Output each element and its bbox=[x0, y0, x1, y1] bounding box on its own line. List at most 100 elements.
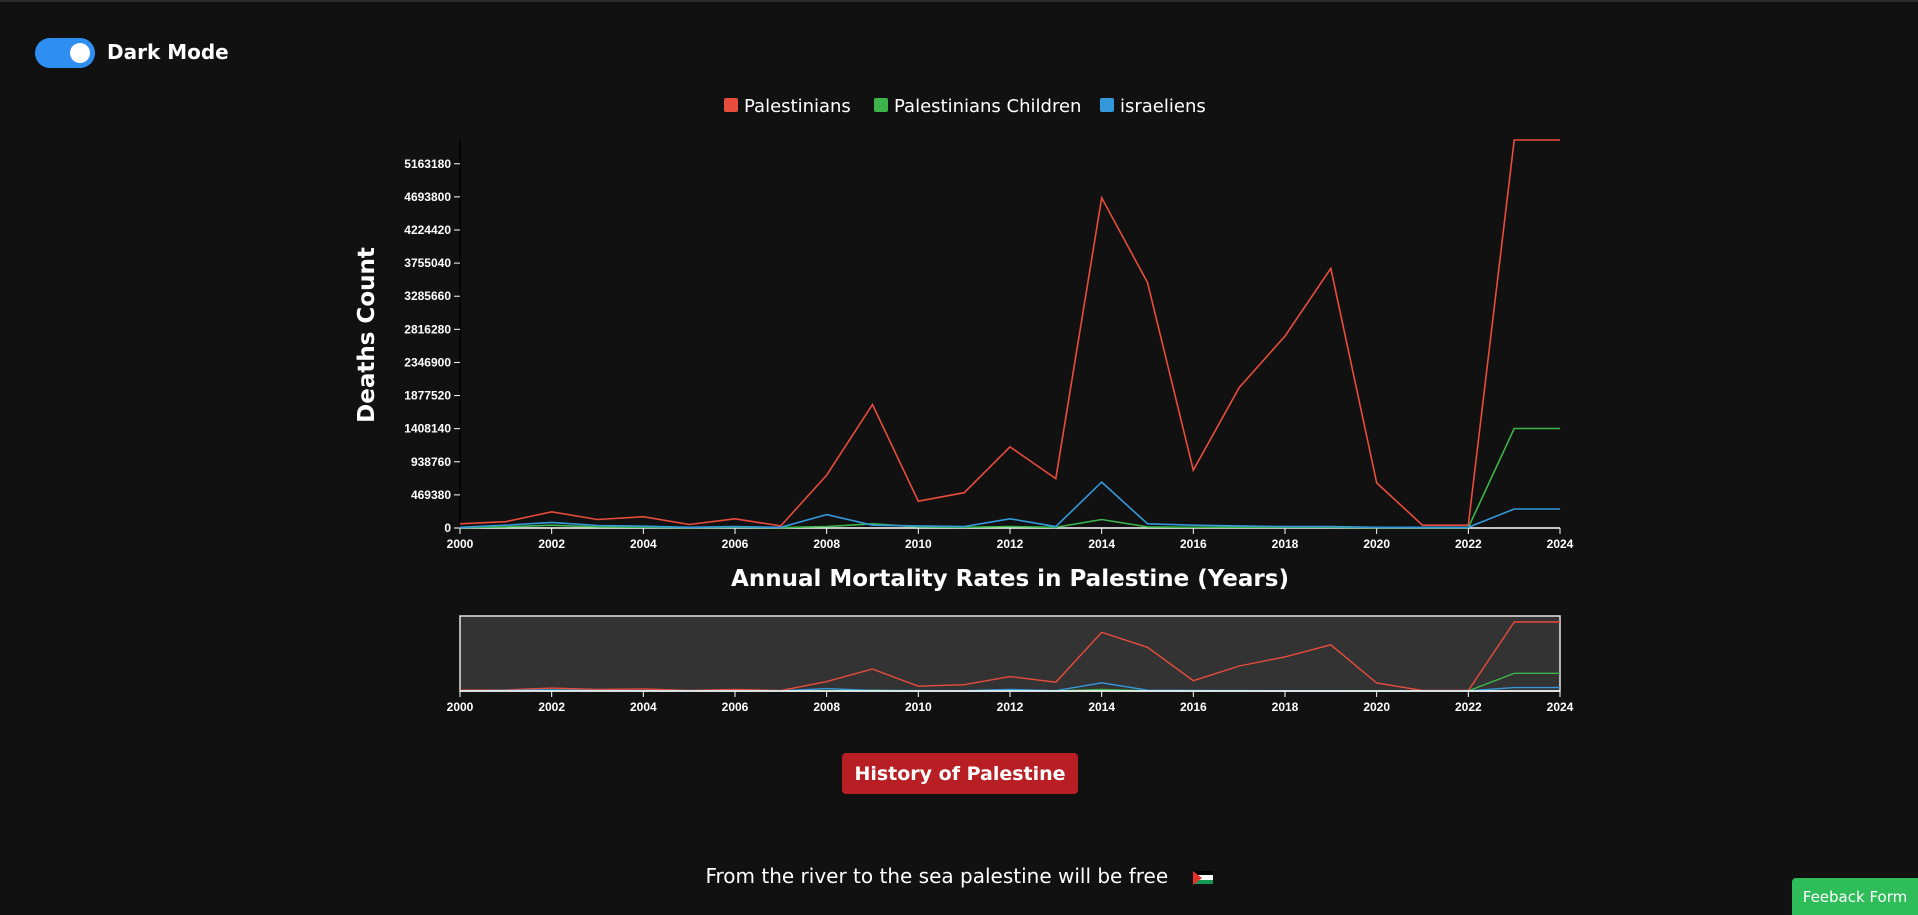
legend-swatch bbox=[724, 98, 738, 112]
brush-x-tick: 2018 bbox=[1272, 691, 1299, 714]
y-tick: 2346900 bbox=[404, 355, 460, 369]
y-tick: 469380 bbox=[411, 488, 460, 502]
y-tick: 0 bbox=[444, 521, 460, 535]
y-axis: 0 469380 938760 1408140 1877520 2346900 281628… bbox=[404, 140, 461, 535]
y-tick-label: 0 bbox=[444, 521, 451, 535]
brush-context-chart[interactable]: 2000 2002 2004 2006 2008 2010 2012 2014 2016 2018… bbox=[447, 615, 1574, 714]
series-line-1 bbox=[459, 427, 1560, 529]
x-axis-title: Annual Mortality Rates in Palestine (Yea… bbox=[731, 566, 1289, 592]
legend-item-0[interactable]: Palestinians bbox=[724, 96, 851, 117]
brush-x-tick-label: 2002 bbox=[538, 700, 565, 714]
brush-x-tick: 2016 bbox=[1180, 691, 1207, 714]
y-tick-label: 2346900 bbox=[404, 355, 451, 369]
brush-x-axis: 2000 2002 2004 2006 2008 2010 2012 2014 2016 2018… bbox=[447, 690, 1574, 714]
brush-x-tick-label: 2020 bbox=[1363, 700, 1390, 714]
brush-selection[interactable] bbox=[459, 615, 1561, 692]
brush-x-tick: 2010 bbox=[905, 691, 932, 714]
brush-x-tick-label: 2024 bbox=[1547, 700, 1574, 714]
x-tick-label: 2006 bbox=[722, 537, 749, 551]
y-tick: 1408140 bbox=[404, 422, 460, 436]
legend-label: Palestinians bbox=[744, 96, 851, 117]
x-tick-label: 2000 bbox=[447, 537, 474, 551]
dark-mode-toggle[interactable] bbox=[35, 38, 95, 68]
x-tick-label: 2010 bbox=[905, 537, 932, 551]
brush-x-tick-label: 2008 bbox=[813, 700, 840, 714]
chart-legend: Palestinians Palestinians Children israeli… bbox=[724, 96, 1206, 117]
x-tick-label: 2008 bbox=[813, 537, 840, 551]
brush-x-tick: 2020 bbox=[1363, 691, 1390, 714]
x-tick-label: 2024 bbox=[1547, 537, 1574, 551]
toggle-knob bbox=[70, 43, 90, 63]
brush-x-tick: 2006 bbox=[722, 691, 749, 714]
legend-swatch bbox=[874, 98, 888, 112]
slogan: From the river to the sea palestine will… bbox=[0, 864, 1918, 888]
top-border bbox=[0, 0, 1918, 2]
x-tick-label: 2018 bbox=[1272, 537, 1299, 551]
series-line-0 bbox=[459, 139, 1560, 527]
x-tick: 2004 bbox=[630, 528, 657, 551]
brush-x-tick: 2024 bbox=[1547, 691, 1574, 714]
x-tick: 2010 bbox=[905, 528, 932, 551]
x-tick-label: 2020 bbox=[1363, 537, 1390, 551]
brush-x-tick-label: 2010 bbox=[905, 700, 932, 714]
brush-x-tick: 2012 bbox=[997, 691, 1024, 714]
brush-x-tick-label: 2018 bbox=[1272, 700, 1299, 714]
palestine-flag-icon bbox=[1192, 870, 1213, 885]
y-tick: 2816280 bbox=[404, 322, 460, 336]
y-tick-label: 938760 bbox=[411, 455, 451, 469]
x-tick: 2012 bbox=[997, 528, 1024, 551]
slogan-text: From the river to the sea palestine will… bbox=[705, 864, 1169, 888]
x-tick-label: 2016 bbox=[1180, 537, 1207, 551]
y-tick: 5163180 bbox=[404, 157, 460, 171]
x-axis: 2000 2002 2004 2006 2008 2010 2012 2014 2016 2018… bbox=[447, 527, 1574, 551]
brush-x-tick: 2022 bbox=[1455, 691, 1482, 714]
x-tick: 2002 bbox=[538, 528, 565, 551]
y-tick-label: 4693800 bbox=[404, 190, 451, 204]
y-tick-label: 3755040 bbox=[404, 256, 451, 270]
x-tick: 2022 bbox=[1455, 528, 1482, 551]
legend-label: Palestinians Children bbox=[894, 96, 1081, 117]
brush-x-tick-label: 2006 bbox=[722, 700, 749, 714]
brush-x-tick-label: 2012 bbox=[997, 700, 1024, 714]
brush-x-tick-label: 2016 bbox=[1180, 700, 1207, 714]
x-tick-label: 2022 bbox=[1455, 537, 1482, 551]
x-tick: 2006 bbox=[722, 528, 749, 551]
y-tick-label: 3285660 bbox=[404, 289, 451, 303]
legend-item-2[interactable]: israeliens bbox=[1100, 96, 1206, 117]
y-tick-label: 1877520 bbox=[404, 389, 451, 403]
x-tick-label: 2012 bbox=[997, 537, 1024, 551]
x-tick: 2018 bbox=[1272, 528, 1299, 551]
y-tick-label: 469380 bbox=[411, 488, 451, 502]
y-tick: 4224420 bbox=[404, 223, 460, 237]
chart-lines bbox=[459, 139, 1560, 529]
x-tick-label: 2002 bbox=[538, 537, 565, 551]
y-axis-title: Deaths Count bbox=[354, 247, 380, 423]
brush-series-line-0 bbox=[459, 621, 1560, 692]
series-line-2 bbox=[459, 481, 1560, 529]
brush-x-tick: 2002 bbox=[538, 691, 565, 714]
legend-swatch bbox=[1100, 98, 1114, 112]
brush-x-tick-label: 2014 bbox=[1088, 700, 1115, 714]
brush-x-tick-label: 2000 bbox=[447, 700, 474, 714]
brush-x-tick: 2000 bbox=[447, 691, 474, 714]
legend-item-1[interactable]: Palestinians Children bbox=[874, 96, 1081, 117]
y-tick: 3285660 bbox=[404, 289, 460, 303]
y-tick: 938760 bbox=[411, 455, 460, 469]
y-tick-label: 5163180 bbox=[404, 157, 451, 171]
y-tick-label: 1408140 bbox=[404, 422, 451, 436]
brush-x-tick: 2008 bbox=[813, 691, 840, 714]
y-tick: 4693800 bbox=[404, 190, 460, 204]
mortality-chart: Palestinians Palestinians Children israeli… bbox=[354, 96, 1574, 714]
x-tick: 2000 bbox=[447, 528, 474, 551]
dark-mode-label: Dark Mode bbox=[107, 40, 229, 64]
x-tick: 2024 bbox=[1547, 528, 1574, 551]
y-tick: 3755040 bbox=[404, 256, 460, 270]
x-tick: 2020 bbox=[1363, 528, 1390, 551]
feedback-form-button[interactable]: Feeback Form bbox=[1792, 878, 1918, 915]
x-tick: 2016 bbox=[1180, 528, 1207, 551]
brush-x-tick-label: 2022 bbox=[1455, 700, 1482, 714]
brush-x-tick: 2014 bbox=[1088, 691, 1115, 714]
history-of-palestine-button[interactable]: History of Palestine bbox=[842, 753, 1078, 794]
brush-x-tick-label: 2004 bbox=[630, 700, 657, 714]
x-tick-label: 2014 bbox=[1088, 537, 1115, 551]
